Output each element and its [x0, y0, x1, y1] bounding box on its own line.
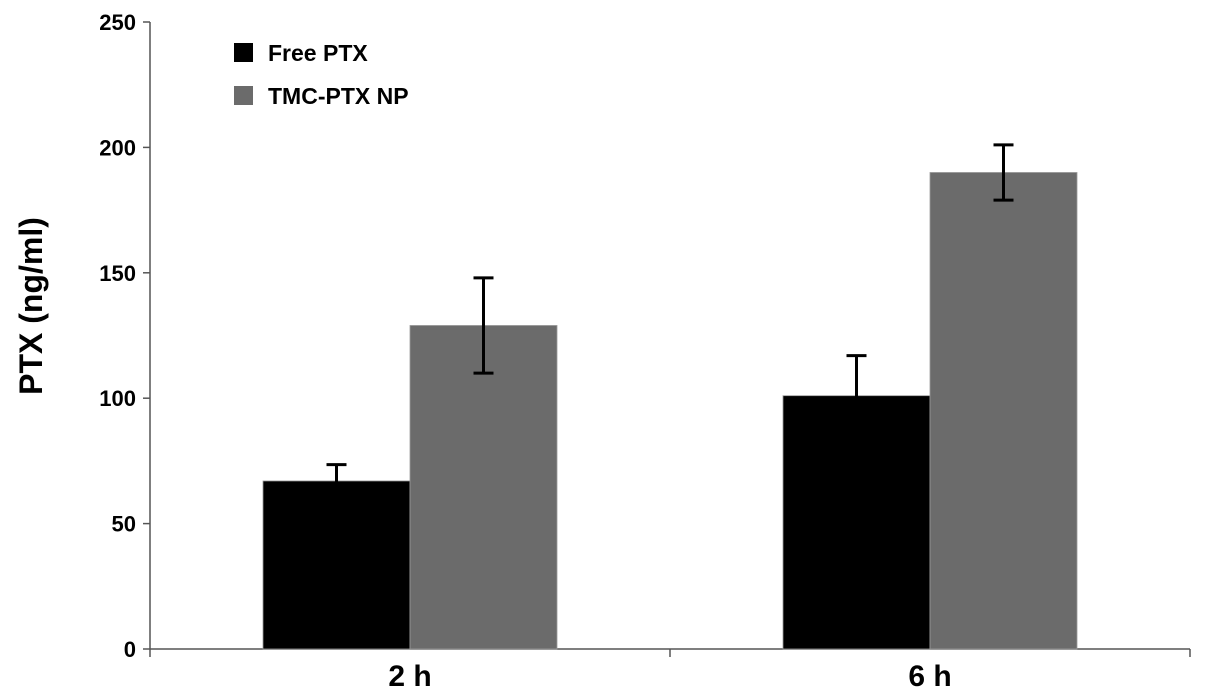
y-tick-label: 50: [112, 512, 136, 537]
x-category-label: 6 h: [908, 660, 951, 693]
legend-swatch: [234, 43, 253, 62]
legend-swatch: [234, 86, 253, 105]
y-axis: 0 50 100 150 200 250: [99, 10, 151, 662]
y-tick-label: 0: [124, 637, 136, 662]
legend: Free PTX TMC-PTX NP: [234, 40, 409, 109]
bar: [929, 172, 1078, 650]
bars: [262, 172, 1078, 650]
error-bars: [326, 143, 1014, 499]
legend-label: TMC-PTX NP: [268, 83, 409, 109]
y-tick-label: 200: [99, 135, 136, 160]
legend-label: Free PTX: [268, 40, 368, 66]
x-category-label: 2 h: [388, 660, 431, 693]
y-axis-title: PTX (ng/ml): [13, 217, 49, 395]
bar: [409, 325, 558, 650]
bar: [262, 480, 411, 650]
bar: [782, 395, 931, 650]
y-tick-label: 100: [99, 386, 136, 411]
y-tick-label: 250: [99, 10, 136, 35]
y-tick-label: 150: [99, 261, 136, 286]
x-axis: 2 h 6 h: [149, 648, 1191, 693]
